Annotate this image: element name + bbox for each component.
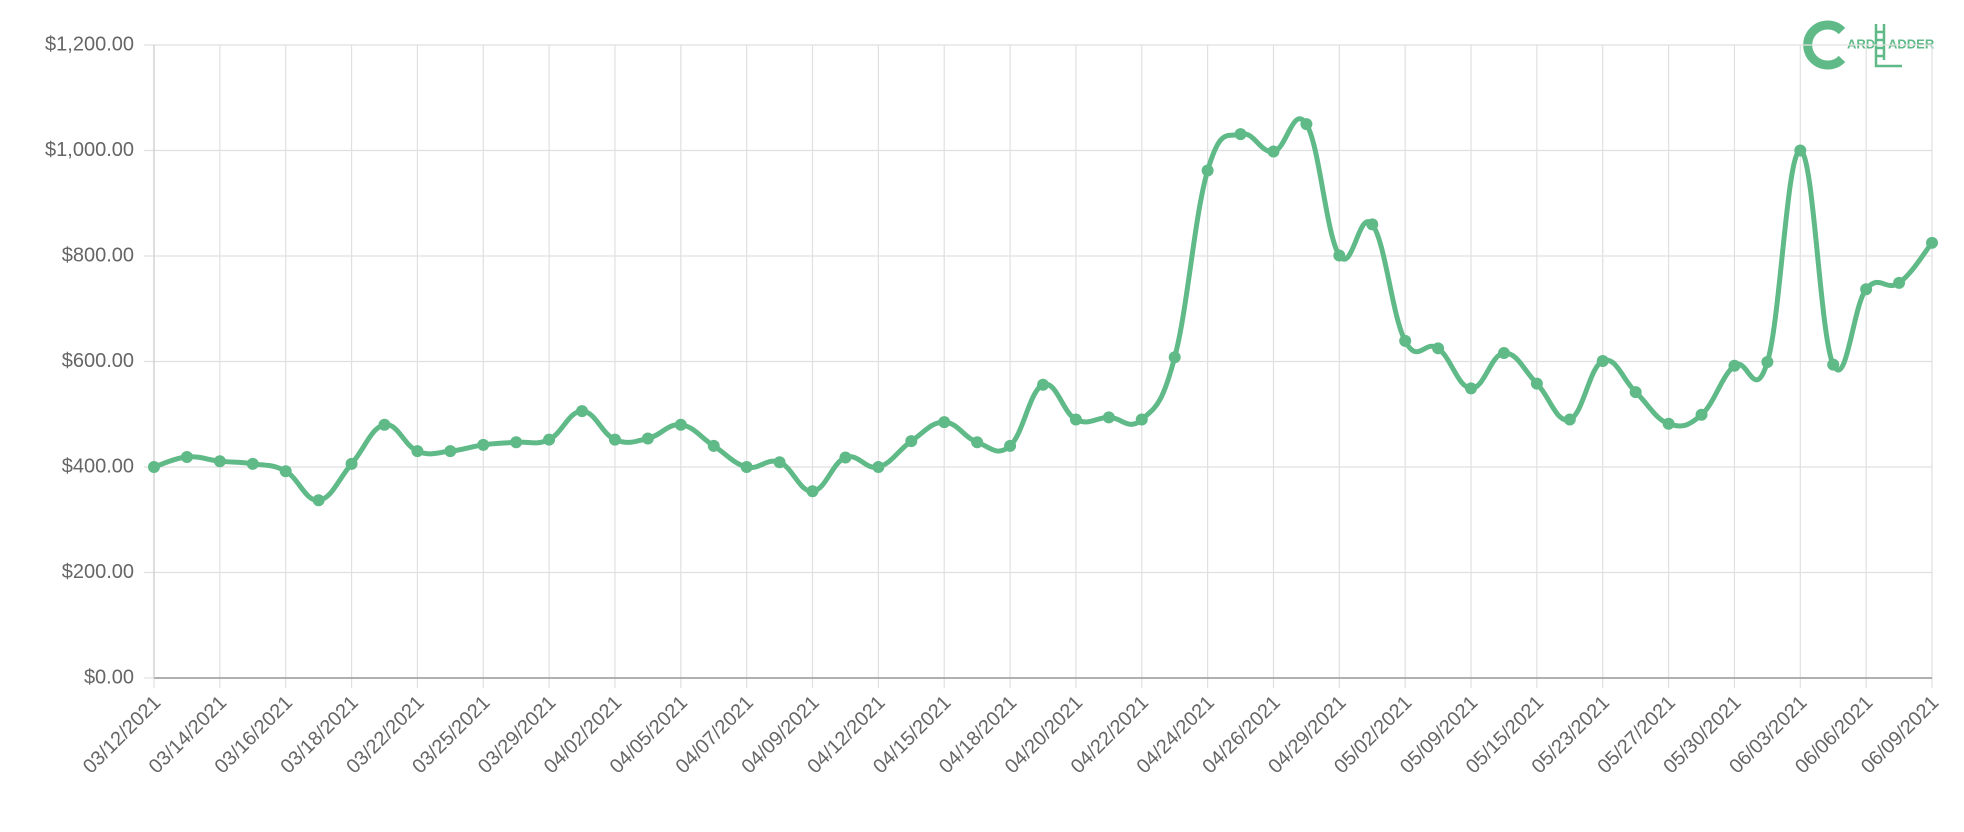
point: [641, 432, 654, 445]
point: [1037, 378, 1049, 391]
point: [1530, 377, 1543, 390]
y-tick-label: $0.00: [84, 666, 134, 688]
price-line: [153, 116, 1934, 503]
point: [905, 435, 918, 448]
point: [246, 457, 259, 470]
point: [1366, 218, 1379, 231]
point: [1300, 118, 1313, 131]
point: [1399, 334, 1412, 347]
y-tick-label: $1,000.00: [45, 139, 134, 161]
point: [1827, 358, 1840, 371]
point: [1893, 276, 1906, 289]
point: [1201, 164, 1214, 177]
point: [213, 455, 226, 468]
point: [576, 405, 589, 418]
point: [477, 438, 490, 451]
point: [312, 494, 325, 507]
point: [872, 461, 885, 473]
point: [1465, 382, 1478, 395]
point: [510, 436, 523, 449]
point: [1629, 386, 1642, 399]
point: [674, 418, 687, 431]
point: [1168, 351, 1181, 364]
point: [707, 439, 720, 452]
point: [1563, 413, 1576, 426]
point: [444, 445, 457, 458]
point: [1497, 347, 1510, 360]
logo-text: ARD: [1847, 36, 1875, 51]
point: [1102, 411, 1115, 424]
point: [1761, 356, 1774, 369]
point: [839, 451, 852, 464]
point: [1432, 342, 1445, 355]
point: [1333, 249, 1346, 262]
point: [1004, 439, 1017, 452]
point: [1234, 128, 1247, 141]
logo-text: ADDER: [1888, 36, 1935, 51]
y-tick-label: $400.00: [62, 455, 134, 477]
point: [971, 436, 984, 449]
point: [345, 457, 358, 470]
point: [180, 450, 193, 463]
point: [1267, 145, 1280, 158]
point: [938, 416, 951, 429]
point: [1794, 144, 1807, 157]
point: [378, 418, 391, 431]
point: [608, 433, 621, 446]
y-tick-label: $200.00: [62, 561, 134, 583]
point: [1860, 283, 1873, 296]
point: [1926, 236, 1938, 249]
y-tick-label: $1,200.00: [45, 33, 134, 55]
point: [773, 456, 786, 469]
point: [1662, 417, 1675, 430]
y-tick-label: $600.00: [62, 350, 134, 372]
point: [806, 485, 819, 498]
point: [740, 461, 753, 473]
point: [1135, 413, 1148, 426]
point: [1728, 359, 1741, 372]
logo-ladder: [1874, 24, 1902, 68]
point: [148, 461, 160, 473]
point: [1596, 354, 1609, 367]
point: [1695, 408, 1708, 421]
point: [411, 445, 424, 458]
point: [543, 433, 556, 446]
point: [1069, 413, 1082, 426]
y-tick-label: $800.00: [62, 244, 134, 266]
point: [279, 465, 292, 478]
